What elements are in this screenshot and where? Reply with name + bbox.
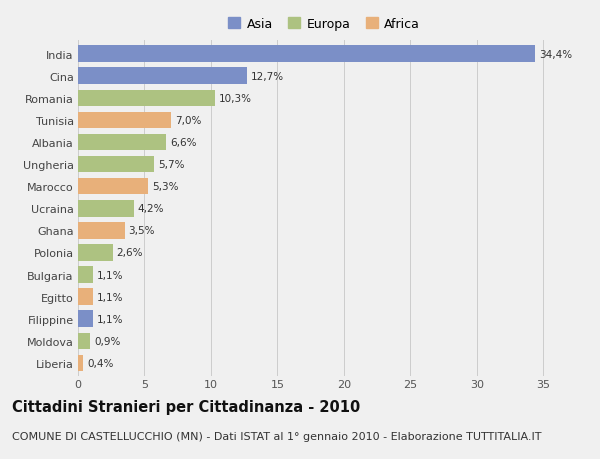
Text: Cittadini Stranieri per Cittadinanza - 2010: Cittadini Stranieri per Cittadinanza - 2… [12, 399, 360, 414]
Text: COMUNE DI CASTELLUCCHIO (MN) - Dati ISTAT al 1° gennaio 2010 - Elaborazione TUTT: COMUNE DI CASTELLUCCHIO (MN) - Dati ISTA… [12, 431, 542, 442]
Text: 3,5%: 3,5% [128, 226, 155, 236]
Text: 5,3%: 5,3% [152, 182, 179, 192]
Bar [78, 46, 535, 63]
Text: 1,1%: 1,1% [97, 270, 123, 280]
Text: 6,6%: 6,6% [170, 138, 196, 148]
Text: 1,1%: 1,1% [97, 314, 123, 324]
Text: 10,3%: 10,3% [219, 94, 252, 104]
Bar [78, 223, 125, 239]
Bar [78, 201, 134, 217]
Bar [78, 245, 113, 261]
Text: 12,7%: 12,7% [251, 72, 284, 82]
Bar [78, 157, 154, 173]
Bar [78, 112, 171, 129]
Bar [78, 68, 247, 85]
Bar [78, 134, 166, 151]
Bar [78, 179, 148, 195]
Text: 0,4%: 0,4% [88, 358, 113, 368]
Bar [78, 355, 83, 371]
Bar [78, 90, 215, 107]
Bar [78, 289, 92, 305]
Text: 0,9%: 0,9% [94, 336, 121, 346]
Text: 7,0%: 7,0% [175, 116, 202, 126]
Bar [78, 311, 92, 327]
Text: 4,2%: 4,2% [138, 204, 164, 214]
Text: 5,7%: 5,7% [158, 160, 184, 170]
Legend: Asia, Europa, Africa: Asia, Europa, Africa [224, 14, 424, 34]
Text: 2,6%: 2,6% [116, 248, 143, 258]
Bar [78, 267, 92, 283]
Bar [78, 333, 90, 349]
Text: 34,4%: 34,4% [539, 50, 572, 60]
Text: 1,1%: 1,1% [97, 292, 123, 302]
